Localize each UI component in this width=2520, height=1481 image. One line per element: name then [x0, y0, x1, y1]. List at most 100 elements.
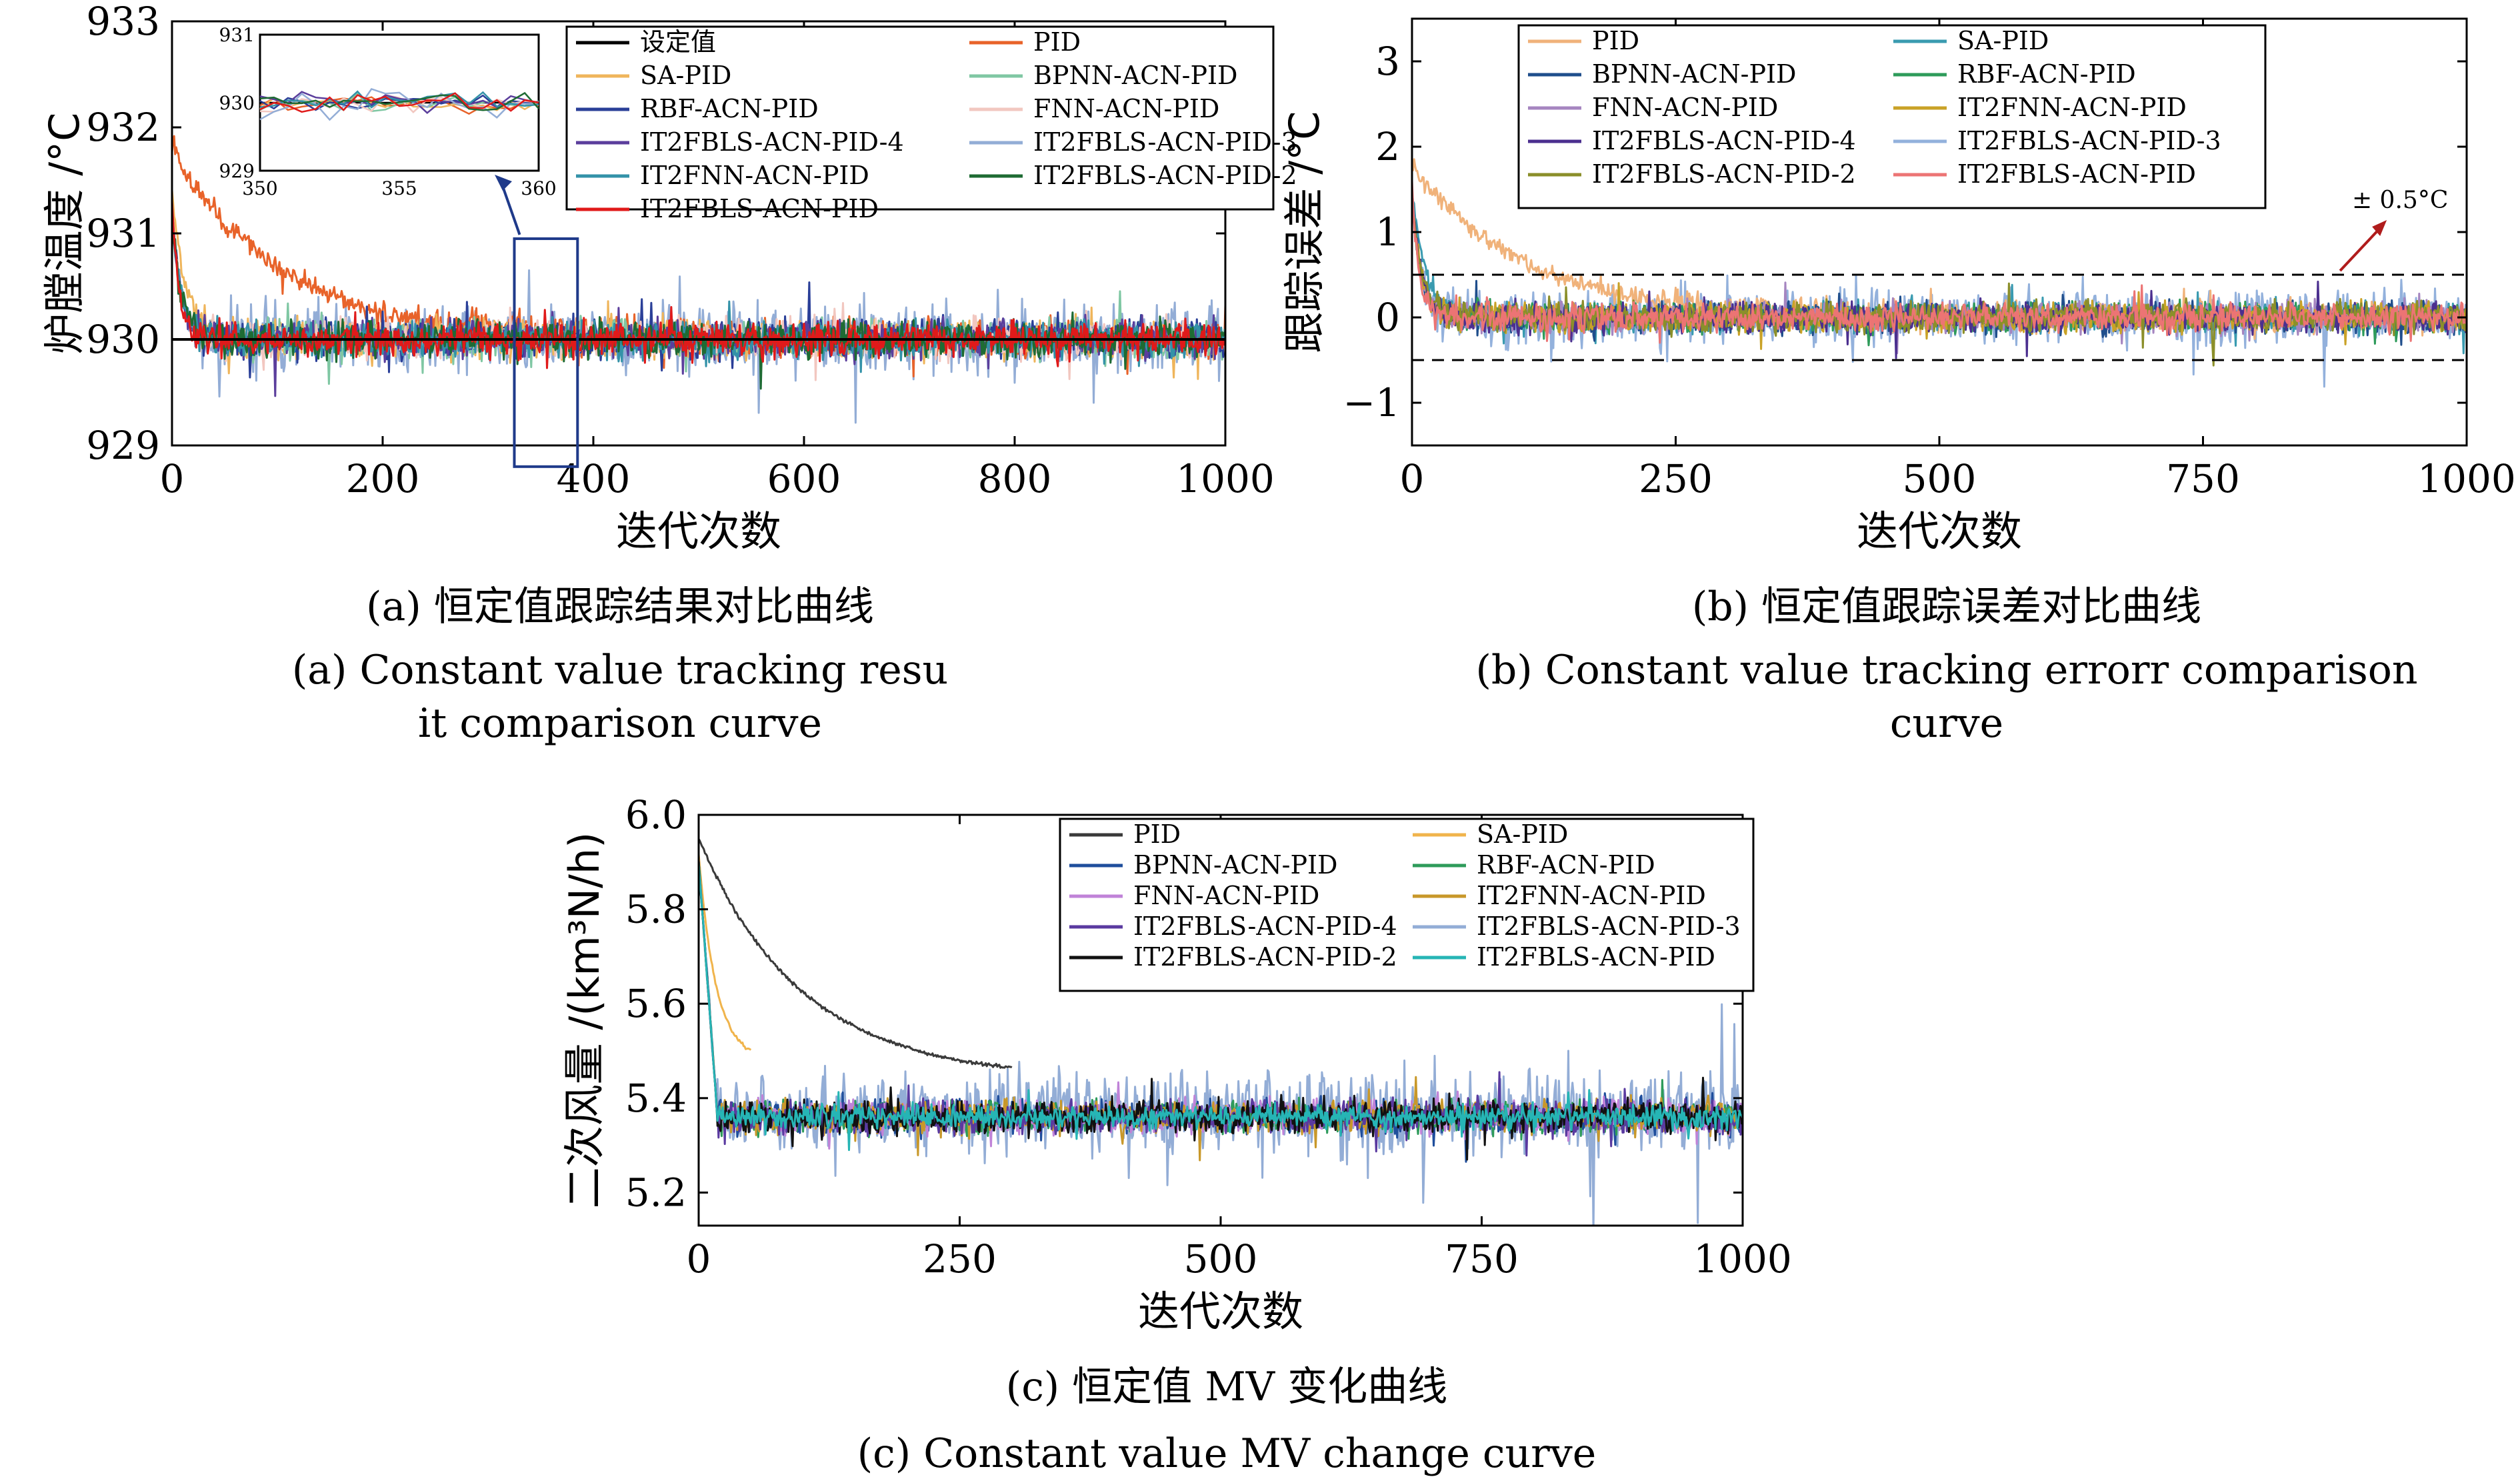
caption-a-cn: (a) 恒定值跟踪结果对比曲线: [366, 583, 874, 630]
x-tick-label: 1000: [2417, 456, 2516, 501]
legend-label: IT2FBLS-ACN-PID: [1957, 159, 2196, 189]
legend-label: IT2FNN-ACN-PID: [1477, 881, 1706, 910]
y-tick-label: 0: [1375, 295, 1400, 340]
legend-label: RBF-ACN-PID: [1957, 59, 2136, 89]
inset-series-line: [259, 92, 539, 113]
y-tick-label: 1: [1375, 209, 1400, 255]
y-tick-label: −1: [1343, 380, 1401, 425]
annotation-arrow-line: [2339, 227, 2381, 272]
caption-b-cn: (b) 恒定值跟踪误差对比曲线: [1691, 583, 2202, 630]
y-tick-label: 932: [86, 105, 160, 150]
inset-series-line: [259, 91, 539, 111]
x-tick-label: 250: [1639, 456, 1713, 501]
caption-a-en-line1: (a) Constant value tracking resu: [291, 647, 949, 693]
chart-c: 0 250 500 750 1000 5.2 5.4 5.6 5.8 6.0 迭代次数 二次风量 /(…: [560, 792, 1792, 1336]
inset-y-tick-label: 931: [219, 24, 255, 46]
legend-label: IT2FBLS-ACN-PID-3: [1957, 126, 2221, 155]
legend-box: [1059, 818, 1755, 992]
legend-label: BPNN-ACN-PID: [1592, 59, 1797, 89]
y-tick-label: 5.6: [625, 981, 687, 1026]
series-line-IT2FBLS-ACN-PID: [1412, 181, 2467, 344]
inset-y-tick-label: 929: [219, 160, 255, 182]
y-axis-label: 二次风量 /(km³N/h): [560, 832, 609, 1209]
caption-c-en: (c) Constant value MV change curve: [857, 1430, 1597, 1477]
plot-area: [172, 135, 1225, 424]
legend-label: SA-PID: [1477, 820, 1568, 849]
inset-series-line: [259, 96, 539, 115]
y-axis-label: 跟踪误差 /°C: [1280, 111, 1329, 353]
legend-label: IT2FBLS-ACN-PID-2: [1592, 159, 1856, 189]
legend-label: SA-PID: [1957, 26, 2049, 55]
y-tick-label: 3: [1375, 39, 1400, 84]
legend-label: IT2FBLS-ACN-PID: [1477, 942, 1715, 972]
legend-label: 设定值: [640, 27, 716, 57]
inset-x-tick-label: 350: [242, 177, 277, 199]
legend-label: PID: [1033, 27, 1081, 57]
inset-y-tick-label: 930: [219, 92, 255, 114]
annotation-arrow-head: [2372, 220, 2387, 236]
series-line-IT2FBLS-ACN-PID: [699, 862, 1743, 1152]
legend-label: IT2FBLS-ACN-PID-3: [1477, 912, 1741, 941]
legend-box: [565, 25, 1275, 211]
x-tick-label: 1000: [1176, 456, 1275, 501]
x-tick-label: 500: [1184, 1236, 1258, 1282]
legend-label: IT2FNN-ACN-PID: [1957, 93, 2187, 122]
series-line-BPNN-ACN-PID: [172, 217, 1225, 385]
caption-c-cn: (c) 恒定值 MV 变化曲线: [1005, 1364, 1448, 1410]
legend-label: IT2FBLS-ACN-PID: [640, 194, 879, 223]
legend-label: RBF-ACN-PID: [1477, 850, 1655, 880]
y-tick-label: 2: [1375, 124, 1400, 169]
inset-series-line: [259, 91, 539, 114]
plot-area: [699, 838, 1743, 1226]
y-tick-label: 5.2: [625, 1170, 687, 1215]
x-tick-label: 200: [346, 456, 420, 501]
x-tick-label: 500: [1903, 456, 1977, 501]
legend-label: RBF-ACN-PID: [640, 94, 819, 123]
y-tick-label: 6.0: [625, 792, 687, 838]
legend-label: IT2FBLS-ACN-PID-4: [1592, 126, 1856, 155]
x-tick-label: 800: [978, 456, 1052, 501]
x-tick-label: 750: [1445, 1236, 1519, 1282]
x-tick-label: 600: [767, 456, 841, 501]
x-axis-label: 迭代次数: [616, 507, 781, 555]
legend-label: PID: [1592, 26, 1639, 55]
x-tick-label: 250: [923, 1236, 997, 1282]
legend-label: FNN-ACN-PID: [1033, 94, 1219, 123]
zoom-arrow-head: [495, 175, 512, 191]
x-axis-label: 迭代次数: [1857, 507, 2022, 555]
legend-label: FNN-ACN-PID: [1592, 93, 1778, 122]
caption-a-en-line2: it comparison curve: [417, 700, 822, 747]
legend-label: SA-PID: [640, 61, 731, 90]
series-line-IT2FBLS-ACN-PID-2: [1412, 199, 2467, 367]
series-line-IT2FBLS-ACN-PID-3: [1412, 192, 2467, 388]
x-tick-label: 400: [557, 456, 631, 501]
series-line-SA-PID: [699, 854, 752, 1051]
inset-x-tick-label: 360: [521, 177, 556, 199]
caption-b-en-line1: (b) Constant value tracking errorr compa…: [1475, 647, 2418, 693]
y-tick-label: 5.4: [625, 1076, 687, 1121]
zoom-region-box: [513, 237, 579, 468]
x-tick-label: 0: [687, 1236, 711, 1282]
legend-box: [1517, 24, 2267, 209]
legend-label: IT2FBLS-ACN-PID-2: [1133, 942, 1397, 972]
x-tick-label: 750: [2166, 456, 2240, 501]
y-tick-label: 5.8: [625, 887, 687, 932]
x-tick-label: 1000: [1693, 1236, 1792, 1282]
x-tick-label: 0: [1400, 456, 1425, 501]
legend-label: PID: [1133, 820, 1181, 849]
y-tick-label: 931: [86, 211, 160, 256]
y-tick-label: 933: [86, 0, 160, 44]
legend-label: IT2FBLS-ACN-PID-2: [1033, 161, 1297, 190]
legend-label: IT2FBLS-ACN-PID-4: [1133, 912, 1397, 941]
y-tick-label: 929: [86, 423, 160, 468]
x-axis-label: 迭代次数: [1138, 1287, 1303, 1336]
plot-area: [1412, 158, 2467, 388]
caption-b-en-line2: curve: [1889, 700, 2004, 747]
series-line-PID: [699, 838, 1013, 1069]
legend-label: BPNN-ACN-PID: [1133, 850, 1338, 880]
annotation-label: ± 0.5°C: [2352, 187, 2448, 214]
x-tick-label: 0: [160, 456, 185, 501]
chart-b: 0 250 500 750 1000 −1 0 1 2 3 迭代次数 跟踪误差 /°C PID SA-PI…: [1280, 17, 2516, 555]
legend-label: FNN-ACN-PID: [1133, 881, 1319, 910]
